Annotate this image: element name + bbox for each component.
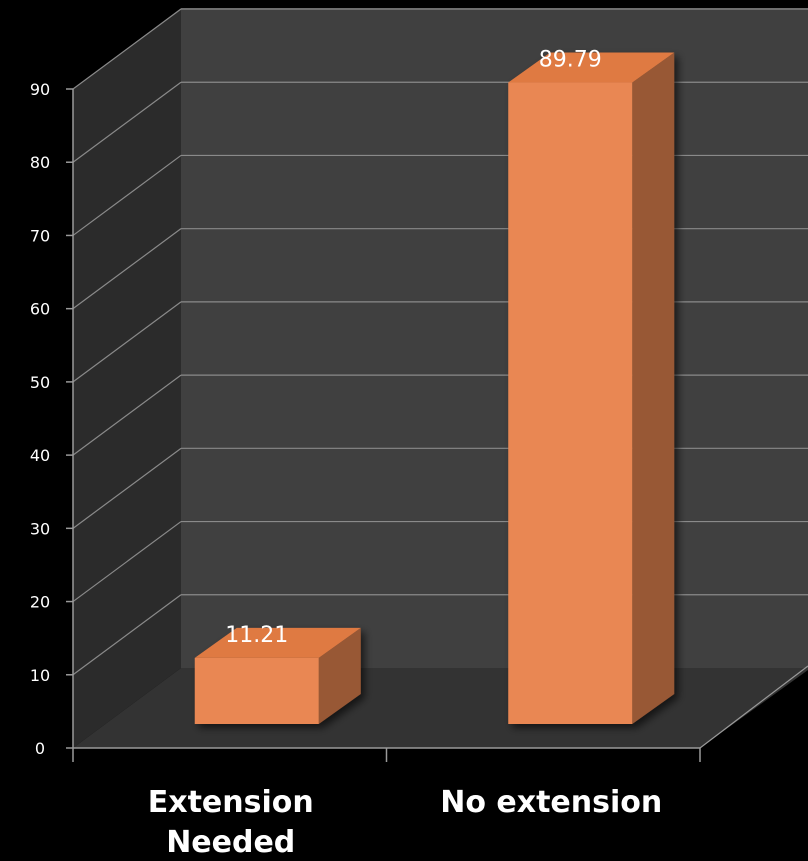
gridlines [72,8,808,676]
floor-edge [699,665,808,749]
bar-side [318,627,361,724]
bar-side [632,52,675,725]
gridline-side [72,228,182,310]
y-tick-label: 10 [30,666,50,685]
y-tick-label: 90 [30,80,50,99]
bar [194,627,361,724]
bar-front [194,657,319,724]
y-tick-label: 20 [30,593,50,612]
y-axis-tick-labels: 0 10 20 30 40 50 60 70 80 90 [30,80,50,758]
bar-top [194,627,361,658]
bars [194,52,675,725]
bar [508,52,675,725]
gridline-side [72,301,182,383]
gridline-side [72,447,182,529]
y-tick-label: 70 [30,226,50,245]
side-wall [73,8,181,748]
bar-front [508,82,633,725]
y-tick-label: 40 [30,446,50,465]
gridline-side [72,374,182,456]
category-label: No extension [440,785,662,820]
data-labels: 11.21 89.79 [225,48,601,648]
y-tick-label: 0 [35,739,45,758]
gridline-side [72,154,182,236]
y-tick-label: 30 [30,519,50,538]
gridline-side [72,81,182,163]
data-label: 11.21 [225,623,288,648]
data-label: 89.79 [539,48,602,73]
back-wall [181,8,808,668]
y-tick-label: 80 [30,153,50,172]
y-tick-label: 50 [30,373,50,392]
x-axis-category-labels: Extension Needed No extension [148,785,663,860]
bar-top [508,52,675,83]
floor [73,668,808,748]
gridline-side [72,8,182,90]
y-tick-label: 60 [30,300,50,319]
chart-walls [73,8,808,748]
axes [66,88,808,762]
category-label: Extension Needed [148,785,314,860]
gridline-side [72,521,182,603]
gridline-side [72,594,182,676]
